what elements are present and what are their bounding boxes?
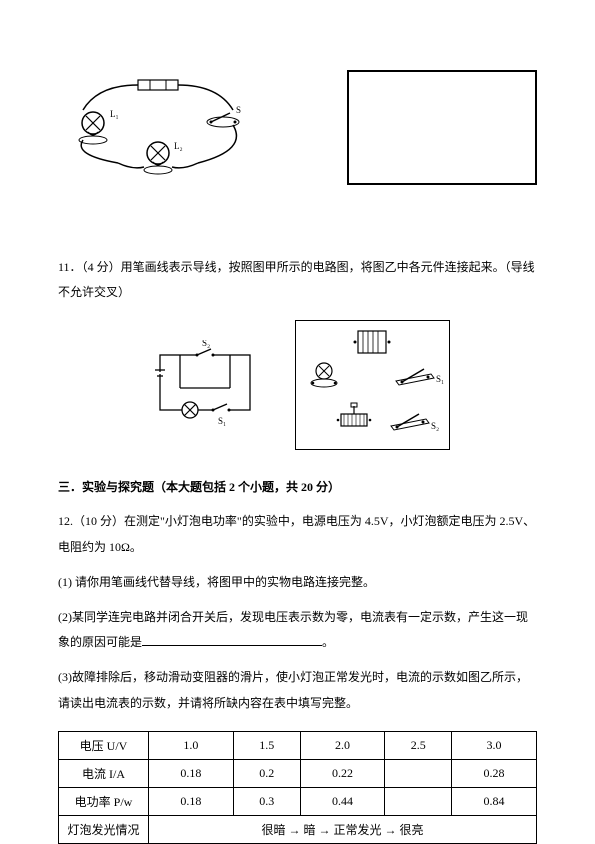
label-l2: L₂ (174, 141, 183, 151)
label-s: S (236, 105, 241, 115)
cell: 0.18 (149, 787, 234, 815)
cell: 0.2 (233, 759, 300, 787)
cell: 0.28 (452, 759, 537, 787)
cell-state: 很暗 → 暗 → 正常发光 → 很亮 (149, 815, 537, 843)
q12-part1: (1) 请你用笔画线代替导线，将图甲中的实物电路连接完整。 (58, 570, 537, 595)
table-row: 电功率 P/w 0.18 0.3 0.44 0.84 (59, 787, 537, 815)
cell: 3.0 (452, 731, 537, 759)
q11-text: 11．（4 分）用笔画线表示导线，按照图甲所示的电路图，将图乙中各元件连接起来。… (58, 255, 537, 305)
cell: 2.0 (300, 731, 385, 759)
table-row: 电压 U/V 1.0 1.5 2.0 2.5 3.0 (59, 731, 537, 759)
q12-intro-text: 在测定"小灯泡电功率"的实验中，电源电压为 4.5V，小灯泡额定电压为 2.5V… (58, 514, 535, 553)
cell: 1.5 (233, 731, 300, 759)
th-state: 灯泡发光情况 (59, 815, 149, 843)
section3-heading: 三．实验与探究题（本大题包括 2 个小题，共 20 分） (58, 475, 537, 499)
th-voltage: 电压 U/V (59, 731, 149, 759)
table-row: 电流 I/A 0.18 0.2 0.22 0.28 (59, 759, 537, 787)
cell: 0.3 (233, 787, 300, 815)
components-diagram: S₁ S₂ (295, 320, 450, 450)
q12-part2-post: 。 (322, 635, 334, 649)
schematic-s1-label: S₁ (218, 416, 226, 426)
q12-intro: 12.（10 分）在测定"小灯泡电功率"的实验中，电源电压为 4.5V，小灯泡额… (58, 509, 537, 559)
q12-number: 12. (58, 514, 73, 528)
comp-s2-label: S₂ (431, 421, 439, 431)
table-row: 灯泡发光情况 很暗 → 暗 → 正常发光 → 很亮 (59, 815, 537, 843)
cell-blank[interactable] (385, 787, 452, 815)
comp-s1-label: S₁ (436, 374, 444, 384)
q12-points: （10 分） (73, 514, 124, 528)
answer-blank-box (347, 70, 537, 185)
cell: 0.18 (149, 759, 234, 787)
q12-part3: (3)故障排除后，移动滑动变阻器的滑片，使小灯泡正常发光时，电流的示数如图乙所示… (58, 665, 537, 715)
cell: 2.5 (385, 731, 452, 759)
cell: 0.22 (300, 759, 385, 787)
schematic-diagram: S₂ S₁ (145, 340, 265, 430)
label-l1: L₁ (110, 109, 119, 119)
th-power: 电功率 P/w (59, 787, 149, 815)
q11-points: （4 分） (82, 260, 121, 274)
data-table: 电压 U/V 1.0 1.5 2.0 2.5 3.0 电流 I/A 0.18 0… (58, 731, 537, 844)
th-current: 电流 I/A (59, 759, 149, 787)
cell: 1.0 (149, 731, 234, 759)
q11-figure-row: S₂ S₁ (58, 320, 537, 450)
circuit-sketch-left: L₁ S L₂ (58, 75, 258, 175)
q12-part2: (2)某同学连完电路并闭合开关后，发现电压表示数为零，电流表有一定示数，产生这一… (58, 605, 537, 655)
cell-blank[interactable] (385, 759, 452, 787)
q11-body: 用笔画线表示导线，按照图甲所示的电路图，将图乙中各元件连接起来。（导线不允许交叉… (58, 260, 535, 299)
cell: 0.84 (452, 787, 537, 815)
fill-blank[interactable] (142, 634, 322, 646)
q11-number: 11． (58, 260, 82, 274)
schematic-s2-label: S₂ (202, 340, 210, 348)
q10-figure-row: L₁ S L₂ (58, 75, 537, 185)
cell: 0.44 (300, 787, 385, 815)
